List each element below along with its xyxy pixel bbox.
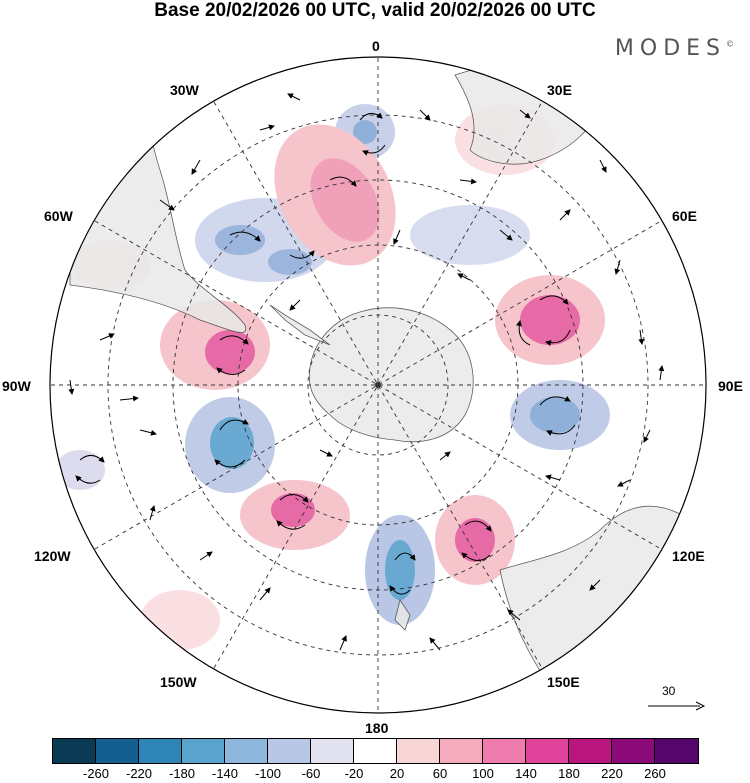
negative-anomaly-core: [385, 540, 415, 600]
colorbar-label: -20: [344, 766, 364, 781]
colorbar-label: 20: [389, 766, 405, 781]
colorbar-cell: [96, 739, 139, 763]
colorbar-cell: [655, 739, 698, 763]
lon-label-30w: 30W: [170, 82, 199, 98]
lon-label-90w: 90W: [2, 378, 31, 394]
new-zealand: [394, 599, 411, 631]
colorbar-label: 260: [644, 766, 666, 781]
positive-anomaly-core: [455, 518, 495, 562]
colorbar-label: -220: [125, 766, 153, 781]
positive-anomaly-core: [205, 330, 255, 374]
positive-anomaly-core: [310, 158, 380, 242]
colorbar: [52, 738, 699, 764]
lon-label-90e: 90E: [718, 378, 743, 394]
lon-label-180: 180: [365, 720, 389, 736]
colorbar-cell: [569, 739, 612, 763]
positive-anomaly: [140, 590, 220, 650]
colorbar-label: 180: [558, 766, 580, 781]
lon-label-30e: 30E: [547, 82, 572, 98]
negative-anomaly-core: [210, 417, 254, 469]
lon-label-60e: 60E: [672, 208, 697, 224]
colorbar-cell: [268, 739, 311, 763]
colorbar-labels: -260 -220 -180 -140 -100 -60 -20 20 60 100 140 180 2…: [52, 766, 702, 782]
lon-label-60w: 60W: [44, 208, 73, 224]
colorbar-label: 140: [515, 766, 537, 781]
negative-anomaly-core: [530, 397, 580, 433]
colorbar-cell: [397, 739, 440, 763]
negative-anomaly-core: [353, 120, 377, 144]
graticule: [50, 57, 706, 713]
colorbar-cell: [225, 739, 268, 763]
antarctic-peninsula: [269, 304, 331, 346]
reference-vector-label: 30: [662, 684, 676, 698]
lon-label-120e: 120E: [672, 548, 705, 564]
colorbar-label: 100: [472, 766, 494, 781]
colorbar-cell: [182, 739, 225, 763]
negative-anomaly: [410, 205, 530, 265]
lon-label-150e: 150E: [547, 674, 580, 690]
reference-vector-arrow: [648, 701, 706, 711]
colorbar-label: -140: [211, 766, 239, 781]
colorbar-cell: [139, 739, 182, 763]
colorbar-cell: [440, 739, 483, 763]
wind-vectors: [68, 93, 665, 651]
colorbar-label: -260: [82, 766, 110, 781]
antarctica: [308, 307, 474, 443]
brand-logo: MODES©: [614, 36, 734, 61]
map-boundary: [49, 56, 707, 714]
negative-anomaly-core: [268, 249, 312, 275]
negative-anomaly: [55, 450, 105, 490]
colorbar-cell: [311, 739, 354, 763]
colorbar-cell: [612, 739, 655, 763]
colorbar-cell: [53, 739, 96, 763]
colorbar-cell: [483, 739, 526, 763]
lon-label-0: 0: [372, 38, 380, 54]
lon-label-150w: 150W: [160, 674, 197, 690]
colorbar-label: 220: [601, 766, 623, 781]
colorbar-label: -180: [168, 766, 196, 781]
polar-map[interactable]: [0, 0, 750, 735]
lon-label-120w: 120W: [34, 548, 71, 564]
positive-anomaly-core: [520, 295, 580, 345]
map-title: Base 20/02/2026 00 UTC, valid 20/02/2026…: [154, 0, 596, 21]
map-content: [50, 57, 706, 713]
south-pole-marker: [375, 382, 381, 388]
colorbar-cell: [354, 739, 397, 763]
colorbar-label: -60: [301, 766, 321, 781]
colorbar-label: -100: [254, 766, 282, 781]
colorbar-cell: [526, 739, 569, 763]
negative-anomaly-core: [215, 225, 265, 255]
colorbar-label: 60: [432, 766, 448, 781]
